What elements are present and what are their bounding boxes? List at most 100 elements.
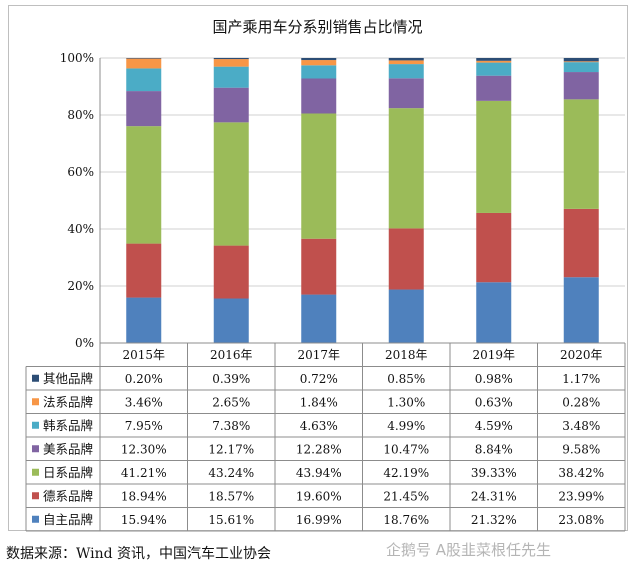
bar-segment [301,294,337,343]
data-label: 39.33% [471,466,517,480]
data-label: 19.60% [296,489,342,503]
bar-segment [126,68,162,92]
data-label: 0.28% [562,395,600,409]
bar-segment [388,78,424,109]
chart-title: 国产乘用车分系别销售占比情况 [212,18,423,36]
legend-swatch [32,374,39,382]
bar-segment [476,75,512,101]
data-label: 0.39% [212,372,250,386]
data-label: 9.58% [562,442,600,456]
x-category-label: 2016年 [210,348,253,362]
data-label: 7.38% [212,419,250,433]
data-label: 21.32% [471,513,517,527]
bar-segment [126,126,162,244]
bar-segment [563,99,599,209]
legend-label: 自主品牌 [43,512,93,527]
data-label: 18.76% [383,513,429,527]
data-label: 12.28% [296,442,342,456]
data-label: 42.19% [383,466,429,480]
legend-swatch [32,492,39,500]
legend-label: 美系品牌 [43,441,93,456]
bar-segment [213,87,249,123]
bar-segment [213,245,249,299]
bar-segment [563,277,599,343]
bar-segment [563,72,599,100]
bar-segment [301,58,337,61]
y-tick-label: 40% [67,222,94,236]
y-tick-label: 60% [67,165,94,179]
bar-segment [388,60,424,65]
bar-segment [301,65,337,79]
y-tick-label: 20% [67,279,94,293]
source-note: 数据来源：Wind 资讯，中国汽车工业协会 [6,546,272,562]
bar-segment [476,282,512,343]
bar-segment [388,57,424,61]
data-label: 1.84% [300,395,338,409]
bar-segment [563,61,599,63]
bar-segment [388,228,424,290]
data-label: 15.94% [121,513,167,527]
data-label: 0.20% [125,372,163,386]
data-label: 38.42% [558,466,604,480]
x-category-label: 2019年 [472,348,515,362]
bar-segment [213,298,249,343]
y-tick-label: 100% [60,51,94,65]
data-label: 16.99% [296,513,342,527]
x-category-label: 2017年 [297,348,340,362]
bar-segment [126,297,162,343]
data-label: 0.98% [475,372,513,386]
data-label: 3.46% [125,395,163,409]
data-label: 0.72% [300,372,338,386]
y-tick-label: 0% [75,336,94,350]
bar-segment [563,208,599,278]
bar-segment [126,58,162,69]
bar-segment [476,58,512,61]
bar-segment [476,212,512,283]
data-label: 23.08% [558,513,604,527]
bar-segment [388,108,424,229]
legend-label: 韩系品牌 [43,418,93,433]
bar-segment [213,66,249,88]
legend-swatch [32,515,39,523]
legend-swatch [32,445,39,453]
bar-segment [126,243,162,298]
legend-swatch [32,398,39,406]
bar-segment [213,57,249,60]
data-label: 4.63% [300,419,338,433]
bar-segment [213,59,249,67]
bar-segment [301,78,337,114]
data-label: 43.94% [296,466,342,480]
bar-segment [301,238,337,295]
bar-segment [388,289,424,343]
data-label: 18.94% [121,489,167,503]
watermark-text: 企鹅号 A股韭菜根任先生 [386,541,552,559]
data-label: 0.85% [387,372,425,386]
legend-label: 法系品牌 [43,394,93,409]
data-label: 18.57% [208,489,254,503]
data-label: 4.99% [387,419,425,433]
bar-segment [301,113,337,239]
data-label: 41.21% [121,466,167,480]
bar-segment [476,100,512,213]
data-label: 4.59% [475,419,513,433]
bar-segment [563,62,599,73]
y-tick-label: 80% [67,108,94,122]
bar-segment [476,60,512,63]
x-category-label: 2020年 [560,348,603,362]
legend-label: 德系品牌 [43,488,93,503]
data-label: 21.45% [383,489,429,503]
data-label: 15.61% [208,513,254,527]
x-category-label: 2018年 [385,348,428,362]
bar-segment [388,64,424,79]
legend-label: 日系品牌 [43,465,93,480]
data-label: 0.63% [475,395,513,409]
data-label: 8.84% [475,442,513,456]
legend-swatch [32,468,39,476]
x-category-label: 2015年 [122,348,165,362]
bar-segment [301,60,337,66]
data-label: 24.31% [471,489,517,503]
legend-swatch [32,421,39,429]
data-label: 23.99% [558,489,604,503]
data-label: 43.24% [208,466,254,480]
